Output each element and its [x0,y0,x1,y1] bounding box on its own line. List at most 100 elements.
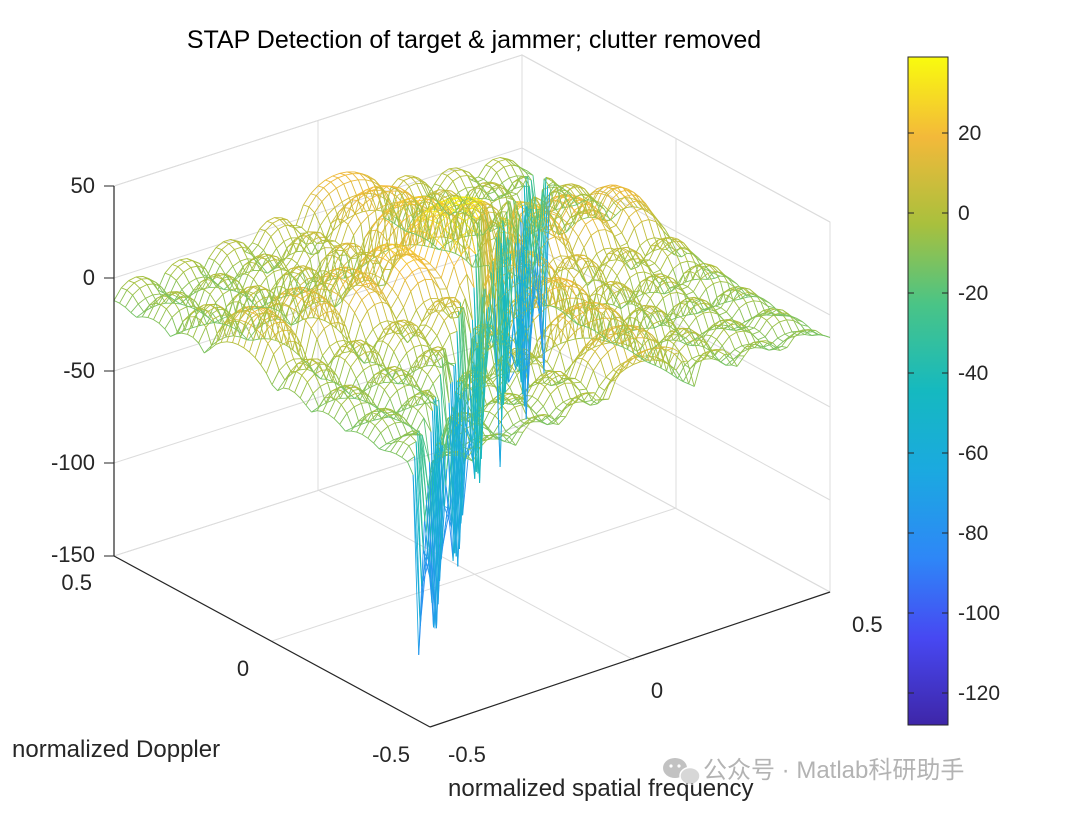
mesh-line [444,445,451,450]
mesh-line [270,228,279,237]
mesh-line [766,314,775,321]
mesh-line [453,365,460,550]
mesh-line [192,260,199,267]
mesh-line [482,435,490,442]
mesh-line [296,336,303,348]
mesh-line [415,301,424,311]
mesh-line [348,304,355,314]
mesh-line [234,290,241,294]
mesh-line [403,291,412,308]
mesh-line [380,185,387,187]
mesh-line [365,340,372,351]
mesh-line [565,228,574,247]
mesh-line [312,300,321,305]
mesh-line [208,317,215,323]
mesh-line [392,332,401,335]
mesh-line [295,371,303,376]
mesh-line [179,259,186,263]
mesh-line [162,275,172,293]
mesh-line [448,242,456,256]
mesh-line [682,270,690,285]
mesh-line [288,371,297,390]
mesh-line [333,275,340,279]
mesh-line [600,202,609,211]
mesh-line [548,416,555,421]
mesh-line [395,318,403,335]
mesh-line [176,291,183,294]
mesh-line [555,202,564,216]
mesh-line [527,417,534,423]
mesh-line [170,266,179,276]
mesh-line [354,204,363,214]
mesh-line [509,193,518,198]
mesh-line [606,333,615,336]
mesh-line [398,375,405,387]
mesh-line [252,242,259,246]
mesh-line [366,419,375,423]
mesh-line [262,312,271,340]
mesh-line [318,317,325,329]
mesh-line [298,303,305,317]
mesh-line [319,304,327,313]
mesh-line [481,411,490,427]
mesh-line [418,351,426,369]
mesh-line [226,301,233,307]
mesh-line [720,281,728,283]
mesh-line [554,236,563,238]
mesh-line [289,296,296,307]
mesh-line [164,264,173,274]
mesh-line [339,289,347,298]
mesh-line [369,361,376,364]
mesh-line [429,345,436,357]
mesh-line [410,291,417,311]
mesh-line [192,325,200,329]
mesh-line [601,313,610,322]
mesh-line [343,340,351,352]
mesh-line [511,179,519,193]
mesh-line [285,322,294,351]
mesh-line [168,280,177,297]
mesh-line [354,312,361,324]
mesh-line [353,388,359,391]
mesh-line [348,272,356,292]
mesh-line [567,338,576,342]
mesh-line [259,220,268,230]
mesh-line [674,254,682,258]
mesh-line [289,272,296,281]
mesh-line [800,324,809,327]
mesh-line [238,281,246,292]
mesh-line [390,214,399,221]
mesh-line [309,251,318,260]
mesh-line [519,203,528,208]
mesh-line [364,276,371,284]
mesh-line [684,299,693,305]
mesh-line [190,267,197,279]
mesh-line [220,306,228,320]
mesh-line [188,282,196,293]
mesh-line [219,254,228,266]
mesh-line [187,333,194,338]
mesh-line [698,334,706,346]
mesh-line [351,284,358,287]
mesh-line [502,435,511,444]
mesh-line [330,177,339,183]
mesh-line [312,303,321,310]
mesh-line [230,275,238,284]
mesh-line [155,282,164,294]
mesh-line [374,304,381,324]
mesh-line [420,344,429,347]
mesh-line [403,386,411,408]
mesh-line [326,302,334,312]
mesh-line [391,271,400,289]
mesh-line [578,224,586,238]
mesh-line [277,228,285,242]
mesh-line [672,262,681,270]
mesh-line [561,322,570,331]
mesh-line [181,289,188,298]
mesh-line [445,180,454,192]
mesh-line [410,410,419,428]
mesh-line [147,317,154,321]
mesh-line [517,394,526,405]
mesh-line [296,248,305,264]
